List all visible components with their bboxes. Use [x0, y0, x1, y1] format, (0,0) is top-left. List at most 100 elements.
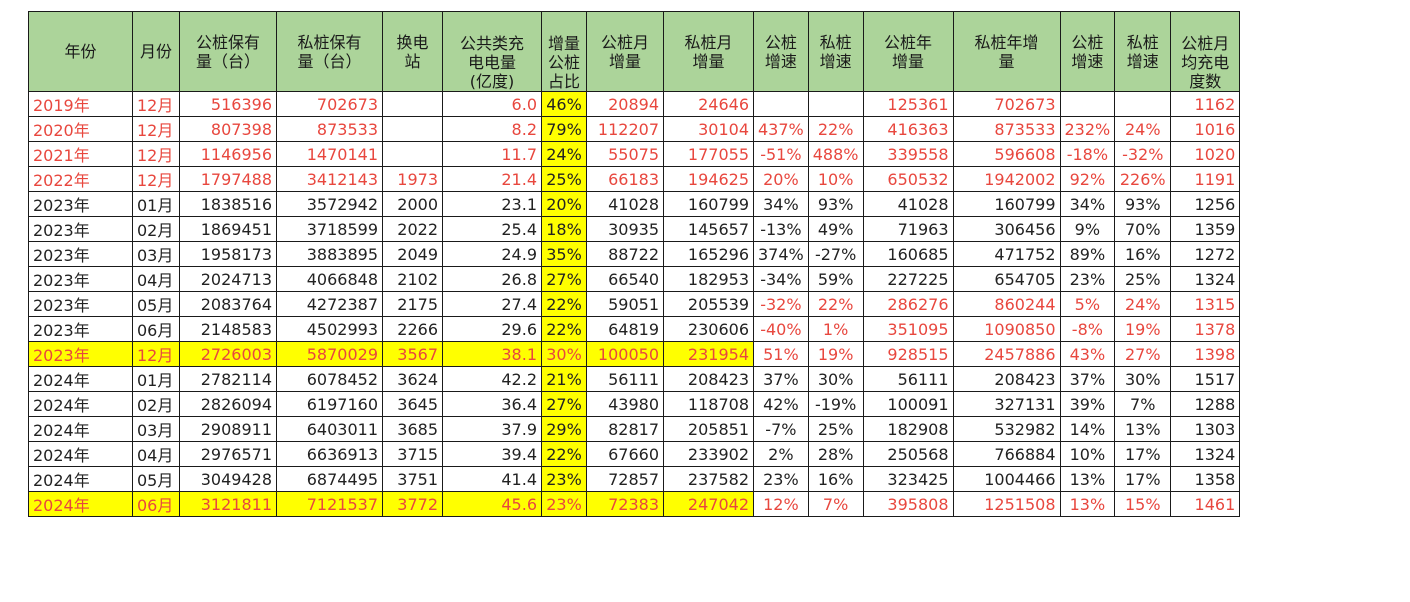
table-row: 2023年 02月 1869451 3718599 2022 25.4 18% 30935 14… — [28, 216, 1241, 242]
cell-public-growth-rate: -7% — [753, 416, 809, 442]
cell-private-monthly-increase: 165296 — [663, 241, 754, 267]
cell-new-public-share: 25% — [541, 166, 587, 192]
cell-year: 2022年 — [28, 166, 133, 192]
cell-private-monthly-increase: 145657 — [663, 216, 754, 242]
cell-public-pile-stock: 1869451 — [179, 216, 277, 242]
table-row: 2024年 06月 3121811 7121537 3772 45.6 23% 72383 24… — [28, 491, 1241, 517]
cell-private-monthly-increase: 233902 — [663, 441, 754, 467]
header-private-yearly-increase: 私桩年增量 — [952, 11, 1061, 92]
cell-swap-station: 2000 — [382, 191, 443, 217]
cell-month: 12月 — [132, 91, 180, 117]
cell-private-yearly-increase: 208423 — [952, 366, 1061, 392]
table-row: 2024年 03月 2908911 6403011 3685 37.9 29% 82817 20… — [28, 416, 1241, 442]
cell-month: 03月 — [132, 241, 180, 267]
cell-new-public-share: 27% — [541, 266, 587, 292]
cell-public-charge-energy: 38.1 — [442, 341, 542, 367]
cell-public-pile-stock: 2024713 — [179, 266, 277, 292]
cell-public-monthly-increase: 55075 — [586, 141, 664, 167]
cell-public-charge-energy: 36.4 — [442, 391, 542, 417]
cell-public-yearly-growth: 39% — [1059, 391, 1116, 417]
cell-month: 04月 — [132, 266, 180, 292]
cell-private-yearly-increase: 873533 — [952, 116, 1061, 142]
cell-year: 2024年 — [28, 366, 133, 392]
cell-private-growth-rate: 59% — [807, 266, 864, 292]
cell-private-growth-rate: 22% — [807, 291, 864, 317]
cell-month: 01月 — [132, 366, 180, 392]
cell-private-yearly-increase: 1090850 — [952, 316, 1061, 342]
cell-new-public-share: 27% — [541, 391, 587, 417]
cell-public-monthly-increase: 72383 — [586, 491, 664, 517]
cell-private-yearly-growth: 13% — [1114, 416, 1172, 442]
cell-swap-station: 3645 — [382, 391, 443, 417]
cell-year: 2024年 — [28, 441, 133, 467]
cell-private-yearly-increase: 2457886 — [952, 341, 1061, 367]
cell-private-pile-stock: 702673 — [276, 91, 383, 117]
cell-private-yearly-increase: 654705 — [952, 266, 1061, 292]
cell-public-growth-rate: 374% — [753, 241, 809, 267]
cell-private-growth-rate — [807, 91, 864, 117]
cell-public-monthly-increase: 59051 — [586, 291, 664, 317]
cell-public-yearly-growth: 13% — [1059, 466, 1116, 492]
header-public-charge-energy: 公共类充 电电量 (亿度) — [442, 11, 542, 92]
cell-new-public-share: 20% — [541, 191, 587, 217]
cell-public-charge-energy: 29.6 — [442, 316, 542, 342]
table-row: 2024年 04月 2976571 6636913 3715 39.4 22% 67660 23… — [28, 441, 1241, 467]
cell-public-monthly-increase: 64819 — [586, 316, 664, 342]
cell-public-charge-energy: 11.7 — [442, 141, 542, 167]
table-row: 2022年 12月 1797488 3412143 1973 21.4 25% 66183 19… — [28, 166, 1241, 192]
cell-private-pile-stock: 3883895 — [276, 241, 383, 267]
cell-public-avg-charge-kwh: 1303 — [1170, 416, 1241, 442]
cell-public-yearly-increase: 323425 — [862, 466, 954, 492]
cell-private-yearly-growth: 226% — [1114, 166, 1172, 192]
cell-private-yearly-growth: 24% — [1114, 116, 1172, 142]
cell-private-monthly-increase: 247042 — [663, 491, 754, 517]
cell-private-pile-stock: 3572942 — [276, 191, 383, 217]
table-row: 2024年 01月 2782114 6078452 3624 42.2 21% 56111 20… — [28, 366, 1241, 392]
cell-private-growth-rate: 488% — [807, 141, 864, 167]
cell-public-yearly-increase: 928515 — [862, 341, 954, 367]
cell-public-charge-energy: 45.6 — [442, 491, 542, 517]
cell-private-growth-rate: 7% — [807, 491, 864, 517]
cell-public-monthly-increase: 20894 — [586, 91, 664, 117]
cell-public-yearly-growth: 34% — [1059, 191, 1116, 217]
cell-private-monthly-increase: 208423 — [663, 366, 754, 392]
cell-public-yearly-growth: 89% — [1059, 241, 1116, 267]
cell-private-monthly-increase: 182953 — [663, 266, 754, 292]
cell-public-yearly-increase: 41028 — [862, 191, 954, 217]
cell-swap-station — [382, 141, 443, 167]
cell-month: 06月 — [132, 491, 180, 517]
cell-private-yearly-growth: 17% — [1114, 466, 1172, 492]
table-row: 2024年 02月 2826094 6197160 3645 36.4 27% 43980 11… — [28, 391, 1241, 417]
cell-public-charge-energy: 6.0 — [442, 91, 542, 117]
cell-month: 02月 — [132, 391, 180, 417]
cell-public-pile-stock: 2976571 — [179, 441, 277, 467]
cell-public-yearly-increase: 250568 — [862, 441, 954, 467]
cell-month: 06月 — [132, 316, 180, 342]
cell-private-monthly-increase: 230606 — [663, 316, 754, 342]
table-row: 2023年 04月 2024713 4066848 2102 26.8 27% 66540 18… — [28, 266, 1241, 292]
cell-public-yearly-increase: 56111 — [862, 366, 954, 392]
header-public-pile-stock: 公桩保有 量（台） — [179, 11, 277, 92]
cell-new-public-share: 21% — [541, 366, 587, 392]
cell-public-growth-rate: -34% — [753, 266, 809, 292]
cell-private-growth-rate: 22% — [807, 116, 864, 142]
cell-public-yearly-increase: 100091 — [862, 391, 954, 417]
cell-new-public-share: 46% — [541, 91, 587, 117]
cell-private-yearly-increase: 160799 — [952, 191, 1061, 217]
cell-public-charge-energy: 39.4 — [442, 441, 542, 467]
cell-swap-station: 2022 — [382, 216, 443, 242]
cell-swap-station — [382, 91, 443, 117]
cell-private-yearly-growth: 7% — [1114, 391, 1172, 417]
header-private-growth-rate: 私桩 增速 — [807, 11, 864, 92]
cell-public-monthly-increase: 100050 — [586, 341, 664, 367]
cell-public-monthly-increase: 112207 — [586, 116, 664, 142]
table-row: 2023年 01月 1838516 3572942 2000 23.1 20% 41028 16… — [28, 191, 1241, 217]
cell-public-avg-charge-kwh: 1324 — [1170, 266, 1241, 292]
table-row: 2023年 05月 2083764 4272387 2175 27.4 22% 59051 20… — [28, 291, 1241, 317]
cell-year: 2024年 — [28, 491, 133, 517]
cell-public-avg-charge-kwh: 1020 — [1170, 141, 1241, 167]
cell-private-yearly-growth: 17% — [1114, 441, 1172, 467]
cell-public-yearly-increase: 71963 — [862, 216, 954, 242]
cell-public-yearly-growth: 43% — [1059, 341, 1116, 367]
cell-private-yearly-increase: 596608 — [952, 141, 1061, 167]
